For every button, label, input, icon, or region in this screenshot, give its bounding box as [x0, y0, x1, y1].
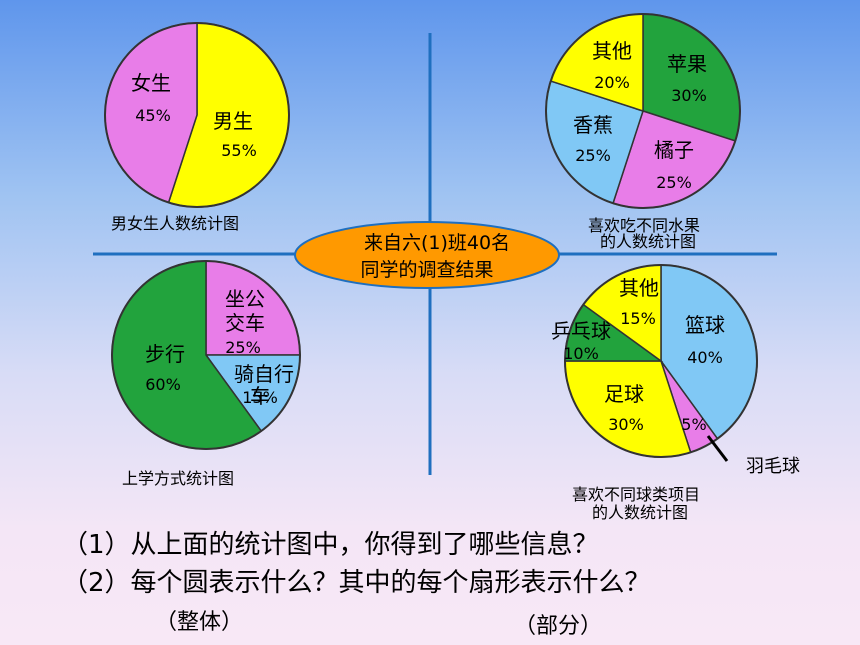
- pie2-slice-4-value: 20%: [594, 73, 630, 92]
- center-ellipse: [294, 221, 560, 289]
- pie2-slice-1-value: 30%: [671, 86, 707, 105]
- pie1-slice-2-label: 女生: [131, 71, 171, 95]
- pie4-slice-3-value: 30%: [608, 415, 644, 434]
- pie3-outline: [111, 260, 301, 450]
- pie1-title: 男女生人数统计图: [111, 214, 240, 233]
- pie4-title-line2: 的人数统计图: [592, 503, 689, 522]
- pie2-slice-3-value: 25%: [575, 146, 611, 165]
- pie2-title-line2: 的人数统计图: [600, 232, 697, 251]
- note-part: （部分）: [514, 614, 603, 639]
- pie4-slice-2-value: 5%: [681, 415, 706, 434]
- pie3-slice-1-label-2: 交车: [225, 311, 265, 335]
- pie4-slice-3-label: 足球: [604, 382, 644, 406]
- pie4-slice-5-value: 15%: [620, 309, 656, 328]
- pie4-slice-1-label: 篮球: [685, 313, 725, 337]
- pie4-slice-2-label: 羽毛球: [746, 456, 800, 477]
- pie3-slice-3-label: 步行: [145, 342, 185, 366]
- center-label-line1: 来自六(1)班40名: [364, 232, 510, 254]
- pie2-slice-1-label: 苹果: [667, 52, 707, 76]
- pie2-title-line1: 喜欢吃不同水果: [588, 216, 701, 235]
- pie2-slice-2-value: 25%: [656, 173, 692, 192]
- pie4-slice-4-label: 乒乓球: [551, 319, 611, 343]
- pie3-title: 上学方式统计图: [122, 469, 235, 488]
- pie4-badminton-leader-line: [706, 435, 729, 462]
- pie1-slice-1-label: 男生: [213, 109, 253, 133]
- pie3-slice-1-value: 25%: [225, 338, 261, 357]
- pie2-slice-4-label: 其他: [592, 39, 632, 63]
- pie4-slice-4-value: 10%: [563, 344, 599, 363]
- center-label-line2: 同学的调查结果: [360, 259, 493, 281]
- pie1-slice-2-value: 45%: [135, 106, 171, 125]
- pie2-slice-2-label: 橘子: [654, 138, 694, 162]
- question-1: （1）从上面的统计图中，你得到了哪些信息？: [62, 530, 599, 560]
- pie1-slice-1-value: 55%: [221, 141, 257, 160]
- pie2-slice-3-label: 香蕉: [573, 113, 613, 137]
- pie3-slice-2-label-1: 骑自行: [234, 362, 294, 386]
- pie3-slice-3-value: 60%: [145, 375, 181, 394]
- pie4-slice-5-label: 其他: [619, 276, 659, 300]
- pie4-slice-1-value: 40%: [687, 348, 723, 367]
- pie2-outline: [545, 13, 741, 209]
- note-whole: （整体）: [155, 610, 244, 635]
- pie1-outline: [104, 22, 290, 208]
- pie4-title-line1: 喜欢不同球类项目: [572, 485, 701, 504]
- question-2: （2）每个圆表示什么？其中的每个扇形表示什么？: [62, 568, 651, 598]
- pie3-slice-2-value: 15%: [242, 388, 278, 407]
- pie3-slice-2-label-2: 车: [250, 384, 270, 408]
- pie3-slice-1-label-1: 坐公: [225, 287, 265, 311]
- pie4-outline: [564, 264, 758, 458]
